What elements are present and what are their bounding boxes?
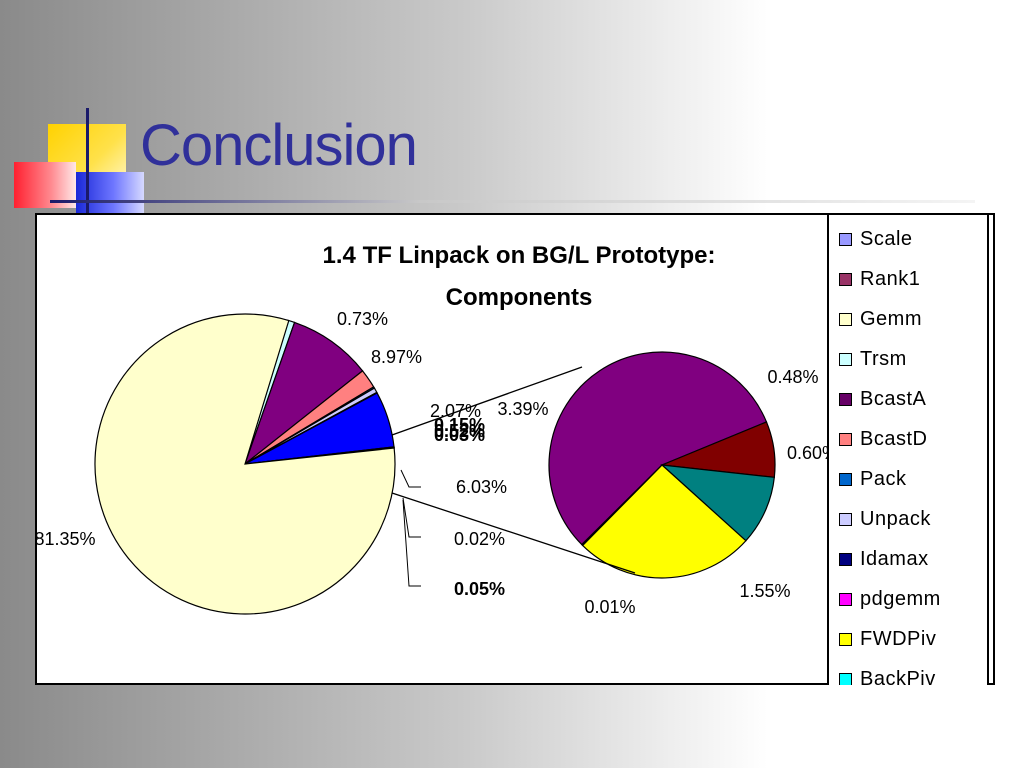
legend-swatch — [839, 392, 852, 406]
legend-label: BackPiv — [860, 667, 936, 686]
legend-label: Trsm — [860, 347, 907, 370]
legend-swatch — [839, 352, 852, 366]
legend-label: Rank1 — [860, 267, 921, 290]
legend-label: pdgemm — [860, 587, 941, 610]
legend-swatch — [839, 672, 852, 685]
chart-frame: 1.4 TF Linpack on BG/L Prototype: Compone… — [35, 213, 995, 685]
legend-item: Trsm — [839, 347, 907, 371]
legend-item: FWDPiv — [839, 627, 936, 651]
connector-line — [391, 366, 583, 436]
legend-swatch — [839, 592, 852, 606]
legend-label: Pack — [860, 467, 907, 490]
legend-item: Idamax — [839, 547, 929, 571]
legend-swatch — [839, 272, 852, 286]
chart-legend: Scale Rank1 Gemm Trsm BcastA BcastD Pack Unpack… — [827, 215, 989, 685]
legend-swatch — [839, 472, 852, 486]
slide-title: Conclusion — [140, 113, 418, 178]
chart-title-line: Components — [446, 284, 593, 311]
legend-item: Gemm — [839, 307, 922, 331]
secondary-pie-slice — [548, 351, 768, 546]
data-label: 2.07% — [430, 401, 481, 421]
legend-swatch — [839, 632, 852, 646]
secondary-pie-slice — [581, 464, 747, 579]
legend-item: Rank1 — [839, 267, 920, 291]
legend-item: BcastD — [839, 427, 927, 451]
data-label: 0.02% — [454, 529, 505, 549]
main-pie-slice — [94, 313, 396, 615]
legend-swatch — [839, 552, 852, 566]
secondary-pie-slice — [580, 464, 663, 547]
data-label: 0.01% — [584, 597, 635, 617]
connector-line — [391, 492, 636, 574]
legend-swatch — [839, 312, 852, 326]
data-label: 81.35% — [37, 529, 96, 549]
legend-label: FWDPiv — [860, 627, 937, 650]
decor-vertical-line — [86, 108, 89, 220]
data-label: 0.60% — [787, 443, 827, 463]
data-label: 1.55% — [739, 581, 790, 601]
data-label: 8.97% — [371, 347, 422, 367]
legend-label: Idamax — [860, 547, 929, 570]
data-label: 0.03% — [434, 425, 485, 445]
legend-swatch — [839, 432, 852, 446]
data-label: 0.48% — [767, 367, 818, 387]
leader-line — [402, 499, 421, 587]
legend-label: Scale — [860, 227, 913, 250]
legend-item: Pack — [839, 467, 906, 491]
chart-title-line: 1.4 TF Linpack on BG/L Prototype: — [323, 242, 716, 269]
legend-item: BackPiv — [839, 667, 936, 685]
main-pie-slice — [243, 321, 364, 466]
leader-line — [402, 497, 421, 538]
legend-item: BcastA — [839, 387, 926, 411]
decor-horizontal-line — [50, 200, 975, 203]
legend-label: Gemm — [860, 307, 922, 330]
legend-item: pdgemm — [839, 587, 941, 611]
data-label: 6.03% — [456, 477, 507, 497]
data-label: 3.39% — [497, 399, 548, 419]
data-label: 0.05% — [454, 579, 505, 599]
legend-label: BcastA — [860, 387, 927, 410]
legend-item: Unpack — [839, 507, 931, 531]
pie-of-pie-chart: 1.4 TF Linpack on BG/L Prototype: Compone… — [37, 242, 827, 617]
data-label: 0.15% — [434, 415, 485, 435]
legend-label: BcastD — [860, 427, 928, 450]
legend-swatch — [839, 512, 852, 526]
legend-label: Unpack — [860, 507, 931, 530]
data-label: 0.73% — [337, 309, 388, 329]
leader-line — [400, 469, 421, 488]
data-label: 0.52% — [434, 421, 485, 441]
legend-swatch — [839, 232, 852, 246]
legend-item: Scale — [839, 227, 913, 251]
